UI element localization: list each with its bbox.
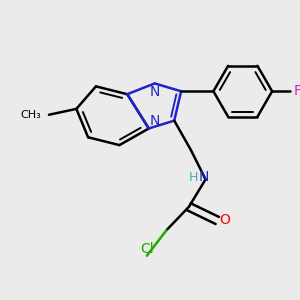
Text: F: F bbox=[294, 84, 300, 98]
Text: N: N bbox=[149, 85, 160, 99]
Text: N: N bbox=[149, 114, 160, 128]
Text: CH₃: CH₃ bbox=[20, 110, 41, 120]
Text: H: H bbox=[189, 171, 199, 184]
Text: N: N bbox=[198, 170, 209, 184]
Text: O: O bbox=[220, 214, 231, 227]
Text: Cl: Cl bbox=[140, 242, 154, 256]
